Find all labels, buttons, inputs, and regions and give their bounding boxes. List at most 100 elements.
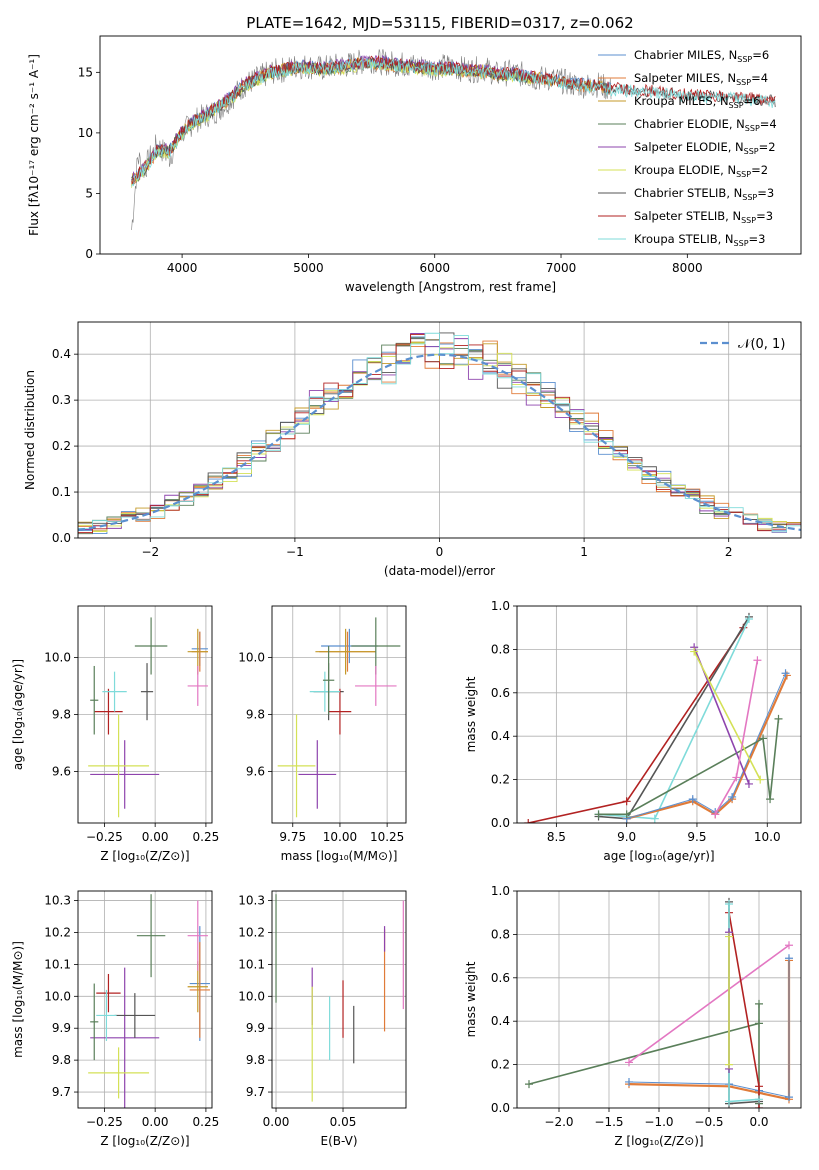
residuals-xlabel: (data-model)/error xyxy=(384,564,495,578)
age-vs-Z-ytick-label: 9.8 xyxy=(52,708,71,722)
weight-vs-Z-ytick-label: 0.6 xyxy=(491,971,510,985)
weight-vs-age-xtick-label: 9.5 xyxy=(687,830,706,844)
age-vs-Z-xlabel: Z [log₁₀(Z/Z⊙)] xyxy=(100,849,189,863)
mass-vs-ebv-panel: 0.00 0.05 9.7 9.8 9.9 10.0 10.1 10.2 10.3 E(B-V) xyxy=(238,890,407,1148)
legend-entry-sub: SSP xyxy=(741,216,756,225)
residuals-frame xyxy=(77,321,802,539)
legend-entry-main: Kroupa STELIB, N xyxy=(634,232,734,246)
legend-entry-tail: =2 xyxy=(759,140,776,154)
legend-entry-main: Kroupa MILES, N xyxy=(634,94,729,108)
weight-point-marker xyxy=(755,1095,763,1104)
weight-vs-Z-xtick-label: 0.0 xyxy=(749,1115,768,1129)
weight-point-marker xyxy=(690,647,699,656)
legend-entry: Chabrier MILES, NSSP=6 xyxy=(634,48,769,64)
residuals-panel: −2 −1 0 1 2 0.0 0.1 0.2 0.3 0.4 (data-model)/error… xyxy=(23,321,802,578)
errorbar-point xyxy=(328,688,352,735)
weight-vs-Z-ytick-label: 0.0 xyxy=(491,1101,510,1115)
age-vs-mass-ytick-label: 9.6 xyxy=(246,765,265,779)
weight-vs-Z-ytick-label: 0.8 xyxy=(491,927,510,941)
legend-entry: Chabrier STELIB, NSSP=3 xyxy=(634,186,774,202)
weight-point-marker xyxy=(756,775,765,784)
errorbar-point xyxy=(96,973,121,1013)
residuals-ytick-label: 0.0 xyxy=(52,531,71,545)
weight-vs-age-panel: 8.5 9.0 9.5 10.0 0.0 0.2 0.4 0.6 0.8 1.0 age [log₁… xyxy=(464,599,802,863)
weight-point-marker xyxy=(785,941,793,950)
weight-point-marker xyxy=(625,1058,633,1067)
weight-point-marker xyxy=(594,810,603,819)
legend-entry-main: Kroupa ELODIE, N xyxy=(634,163,736,177)
weight-point-marker xyxy=(725,900,733,909)
weight-point-marker xyxy=(781,669,790,678)
mass-vs-Z-xtick-label: 0.25 xyxy=(193,1115,220,1129)
weight-vs-age-ytick-label: 0.6 xyxy=(491,686,510,700)
errorbar-point xyxy=(189,942,210,1038)
errorbar-point xyxy=(88,714,150,818)
errorbar-point xyxy=(90,665,99,735)
legend-entry-main: Salpeter STELIB, N xyxy=(634,209,741,223)
residuals-xtick-label: 1 xyxy=(580,545,588,559)
weight-vs-Z-frame xyxy=(516,890,802,1109)
weight-vs-Z-ylabel: mass weight xyxy=(464,961,478,1037)
spectrum-xtick-label: 4000 xyxy=(167,261,198,275)
errorbar-point xyxy=(102,671,127,712)
age-vs-mass-xtick-label: 10.00 xyxy=(323,830,357,844)
age-vs-Z-frame xyxy=(77,605,213,824)
age-vs-Z-ytick-label: 10.0 xyxy=(44,650,71,664)
weight-vs-age-xtick-label: 10.0 xyxy=(754,830,781,844)
mass-vs-ebv-xtick-label: 0.05 xyxy=(330,1115,357,1129)
mass-vs-ebv-xlabel: E(B-V) xyxy=(320,1134,357,1148)
weight-vs-Z-xtick-label: −1.0 xyxy=(644,1115,673,1129)
legend-entry-sub: SSP xyxy=(729,101,744,110)
errorbar-point xyxy=(309,671,340,712)
weight-point-marker xyxy=(711,810,720,819)
errorbar-point xyxy=(88,1047,150,1099)
legend-entry-main: Chabrier STELIB, N xyxy=(634,186,742,200)
weight-vs-age-ytick-label: 1.0 xyxy=(491,599,510,613)
weight-vs-age-xlabel: age [log₁₀(age/yr)] xyxy=(603,849,714,863)
errorbar-point xyxy=(187,665,208,706)
weight-vs-age-plot-area xyxy=(517,606,801,823)
weight-point-marker xyxy=(753,656,762,665)
legend-entry-sub: SSP xyxy=(734,239,749,248)
residuals-ytick-label: 0.4 xyxy=(52,347,71,361)
weight-series-line xyxy=(528,627,745,823)
spectrum-ytick-label: 10 xyxy=(78,126,93,140)
residuals-xtick-label: 2 xyxy=(725,545,733,559)
legend-entry-tail: =3 xyxy=(757,186,774,200)
weight-point-marker xyxy=(650,814,659,823)
legend-entry-tail: =4 xyxy=(751,71,768,85)
weight-series-line xyxy=(728,912,760,1108)
errorbar-point xyxy=(322,645,335,715)
legend-entry: Kroupa STELIB, NSSP=3 xyxy=(634,232,765,248)
mass-vs-ebv-ytick-label: 9.7 xyxy=(246,1085,265,1099)
weight-vs-Z-xtick-label: −2.0 xyxy=(544,1115,573,1129)
spectrum-model-line xyxy=(131,54,536,181)
residuals-ytick-label: 0.1 xyxy=(52,485,71,499)
errorbar-point xyxy=(315,628,376,675)
mass-vs-Z-ytick-label: 9.7 xyxy=(52,1085,71,1099)
weight-vs-age-ylabel: mass weight xyxy=(464,676,478,752)
mass-vs-ebv-xtick-label: 0.00 xyxy=(263,1115,290,1129)
errorbar-point xyxy=(134,617,168,675)
figure-title: PLATE=1642, MJD=53115, FIBERID=0317, z=0… xyxy=(246,14,633,32)
spectrum-xlabel: wavelength [Angstrom, rest frame] xyxy=(345,280,556,294)
legend-entry-sub: SSP xyxy=(742,193,757,202)
weight-series-line xyxy=(528,1003,760,1104)
age-vs-mass-xlabel: mass [log₁₀(M/M⊙)] xyxy=(281,849,398,863)
legend-entry: Chabrier ELODIE, NSSP=4 xyxy=(634,117,777,133)
legend-entry: Salpeter MILES, NSSP=4 xyxy=(634,71,768,87)
spectrum-ylabel: Flux [fλ10⁻¹⁷ erg cm⁻² s⁻¹ A⁻¹] xyxy=(27,54,41,236)
normal-reference-curve xyxy=(78,353,801,532)
legend-entry-sub: SSP xyxy=(736,170,751,179)
age-vs-Z-ylabel: age [log₁₀(age/yr)] xyxy=(11,659,25,770)
legend-entry-main: Chabrier ELODIE, N xyxy=(634,117,745,131)
mass-vs-ebv-ytick-label: 10.2 xyxy=(238,925,265,939)
spectrum-xtick-label: 5000 xyxy=(293,261,324,275)
age-vs-Z-xtick-label: −0.25 xyxy=(86,830,123,844)
legend-entry: Salpeter ELODIE, NSSP=2 xyxy=(634,140,776,156)
weight-point-marker xyxy=(625,1077,633,1086)
errorbar-point xyxy=(94,688,123,735)
errorbar-point xyxy=(277,714,316,818)
weight-vs-Z-panel: −2.0 −1.5 −1.0 −0.5 0.0 0.0 0.2 0.4 0.6 0.8 1.0 Z [… xyxy=(464,884,802,1148)
